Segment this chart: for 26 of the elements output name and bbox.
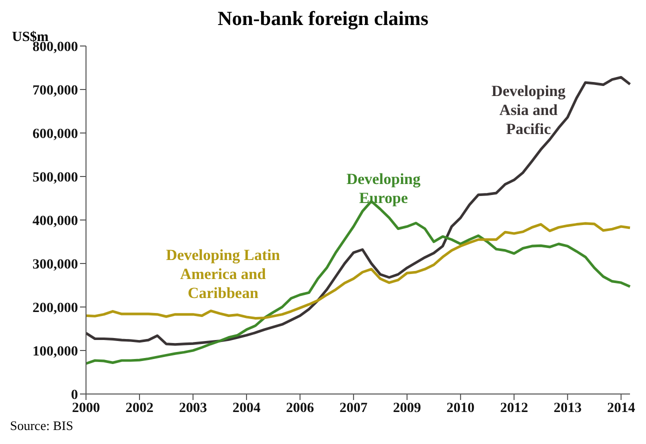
source-note: Source: BIS — [9, 418, 74, 434]
x-tick-label: 2010 — [446, 400, 475, 416]
x-tick-label: 2000 — [72, 400, 100, 416]
x-tick-label: 2003 — [179, 400, 208, 416]
y-tick-label: 0 — [71, 388, 78, 403]
y-tick-label: 300,000 — [32, 257, 78, 272]
line-series — [84, 76, 632, 346]
series-label: Developing Europe — [345, 170, 422, 208]
series-label: Developing Asia and Pacific — [490, 82, 567, 139]
y-tick-label: 400,000 — [32, 214, 78, 229]
x-tick-label: 2013 — [554, 400, 582, 416]
x-tick-label: 2002 — [126, 400, 154, 416]
line-series — [84, 222, 632, 320]
series-label: Developing Latin America and Caribbean — [164, 246, 282, 303]
y-tick-label: 500,000 — [32, 170, 78, 186]
chart-title: Non-bank foreign claims — [216, 8, 430, 30]
x-tick-label: 2006 — [286, 400, 314, 416]
y-tick-label: 600,000 — [32, 126, 78, 142]
x-tick-label: 2004 — [232, 400, 261, 416]
y-tick-label: 200,000 — [32, 300, 78, 316]
y-tick-label: 700,000 — [32, 83, 78, 98]
x-tick-label: 2012 — [500, 400, 528, 416]
x-tick-label: 2014 — [607, 400, 636, 416]
x-tick-label: 2009 — [393, 400, 422, 416]
x-tick-label: 2007 — [340, 400, 368, 416]
y-tick-label: 100,000 — [32, 344, 78, 360]
